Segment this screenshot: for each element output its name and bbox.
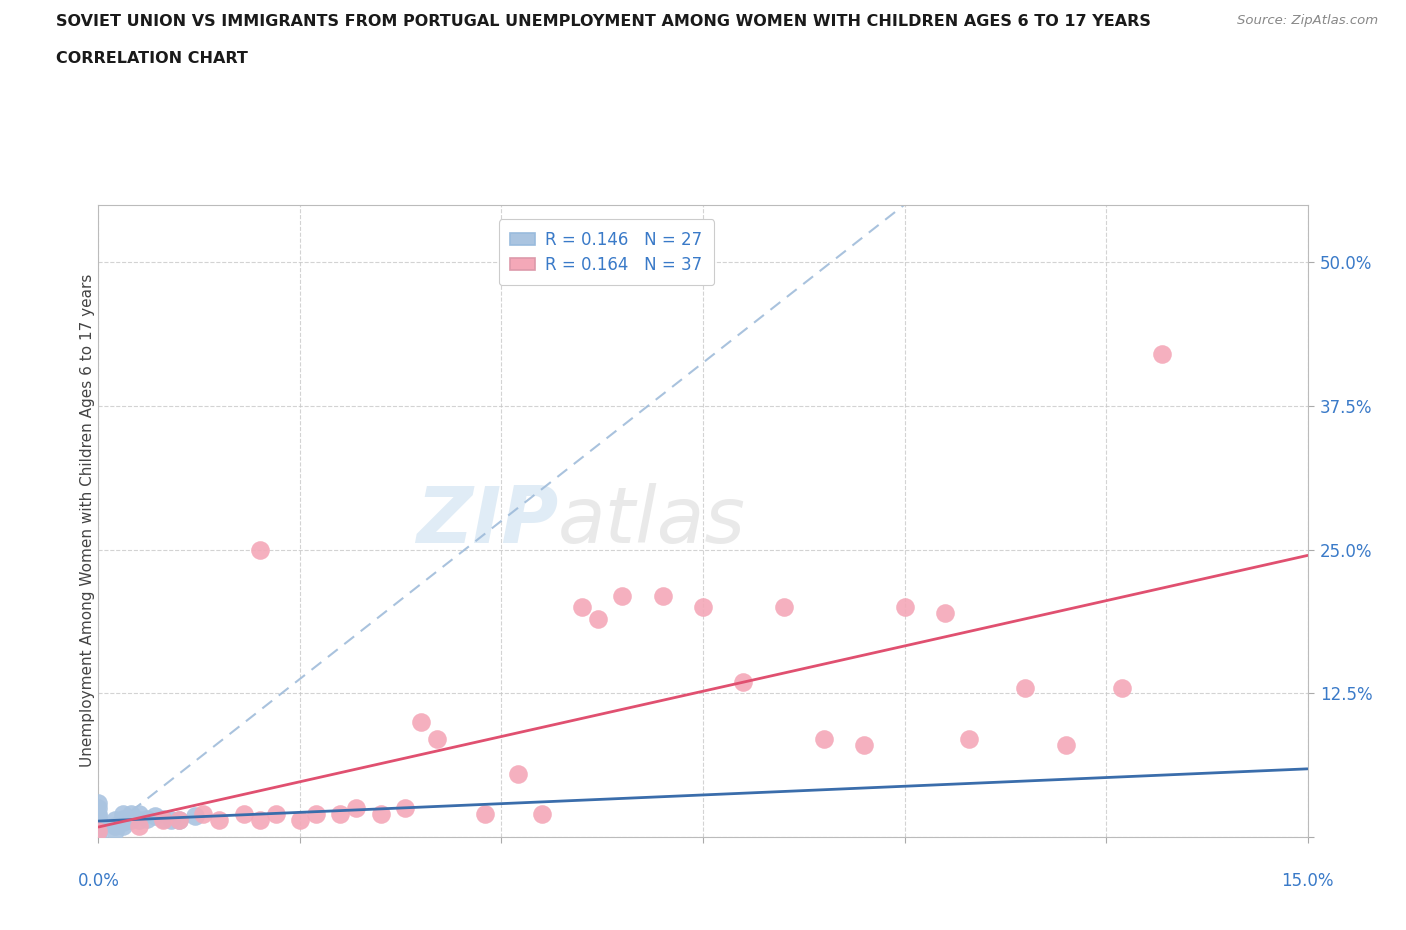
Point bbox=[232, 806, 254, 821]
Point bbox=[152, 812, 174, 827]
Point bbox=[193, 806, 215, 821]
Point bbox=[128, 812, 150, 827]
Point bbox=[143, 809, 166, 824]
Point bbox=[160, 812, 183, 827]
Point bbox=[167, 812, 190, 827]
Point bbox=[87, 824, 110, 839]
Point bbox=[249, 542, 271, 557]
Point bbox=[208, 812, 231, 827]
Point bbox=[128, 806, 150, 821]
Text: CORRELATION CHART: CORRELATION CHART bbox=[56, 51, 247, 66]
Point bbox=[329, 806, 352, 821]
Point bbox=[288, 812, 311, 827]
Point bbox=[103, 818, 125, 833]
Point bbox=[305, 806, 328, 821]
Point bbox=[264, 806, 287, 821]
Point bbox=[111, 818, 134, 833]
Legend: R = 0.146   N = 27, R = 0.164   N = 37: R = 0.146 N = 27, R = 0.164 N = 37 bbox=[499, 219, 714, 286]
Point bbox=[571, 600, 593, 615]
Point bbox=[111, 811, 134, 826]
Point bbox=[249, 812, 271, 827]
Point bbox=[1152, 347, 1174, 362]
Point bbox=[1111, 680, 1133, 695]
Text: atlas: atlas bbox=[558, 483, 745, 559]
Point bbox=[957, 732, 980, 747]
Point bbox=[87, 820, 110, 835]
Point bbox=[813, 732, 835, 747]
Text: 15.0%: 15.0% bbox=[1281, 871, 1334, 890]
Point bbox=[128, 818, 150, 833]
Text: Source: ZipAtlas.com: Source: ZipAtlas.com bbox=[1237, 14, 1378, 27]
Point bbox=[853, 737, 876, 752]
Point bbox=[103, 824, 125, 839]
Point bbox=[612, 588, 634, 603]
Point bbox=[893, 600, 915, 615]
Point bbox=[184, 809, 207, 824]
Point bbox=[530, 806, 553, 821]
Point bbox=[692, 600, 714, 615]
Point bbox=[120, 806, 142, 821]
Point bbox=[152, 811, 174, 826]
Point bbox=[87, 806, 110, 821]
Point bbox=[370, 806, 392, 821]
Text: 0.0%: 0.0% bbox=[77, 871, 120, 890]
Point bbox=[772, 600, 794, 615]
Point bbox=[934, 605, 956, 620]
Point bbox=[586, 611, 609, 626]
Point bbox=[409, 714, 432, 729]
Point bbox=[651, 588, 673, 603]
Point bbox=[1014, 680, 1036, 695]
Point bbox=[474, 806, 496, 821]
Point bbox=[87, 809, 110, 824]
Point bbox=[394, 801, 416, 816]
Point bbox=[87, 830, 110, 844]
Point bbox=[1054, 737, 1077, 752]
Point bbox=[87, 795, 110, 810]
Point bbox=[506, 766, 529, 781]
Point bbox=[87, 801, 110, 816]
Point bbox=[120, 812, 142, 827]
Point bbox=[87, 815, 110, 830]
Point bbox=[103, 812, 125, 827]
Y-axis label: Unemployment Among Women with Children Ages 6 to 17 years: Unemployment Among Women with Children A… bbox=[80, 274, 94, 767]
Point bbox=[135, 811, 157, 826]
Text: ZIP: ZIP bbox=[416, 483, 558, 559]
Point bbox=[87, 824, 110, 839]
Point bbox=[344, 801, 367, 816]
Point bbox=[111, 815, 134, 830]
Text: SOVIET UNION VS IMMIGRANTS FROM PORTUGAL UNEMPLOYMENT AMONG WOMEN WITH CHILDREN : SOVIET UNION VS IMMIGRANTS FROM PORTUGAL… bbox=[56, 14, 1152, 29]
Point bbox=[111, 806, 134, 821]
Point bbox=[167, 812, 190, 827]
Point bbox=[426, 732, 449, 747]
Point bbox=[87, 812, 110, 827]
Point bbox=[733, 674, 755, 689]
Point bbox=[87, 818, 110, 833]
